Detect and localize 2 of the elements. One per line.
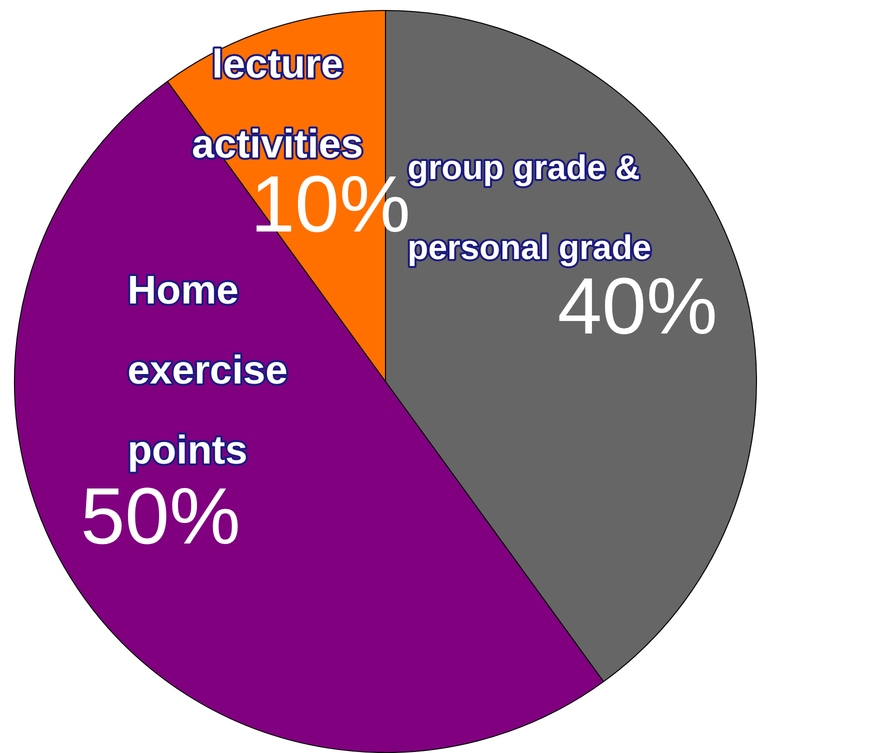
slice-label: Home exercise points: [128, 268, 288, 473]
data-label: 50%: [80, 472, 241, 561]
